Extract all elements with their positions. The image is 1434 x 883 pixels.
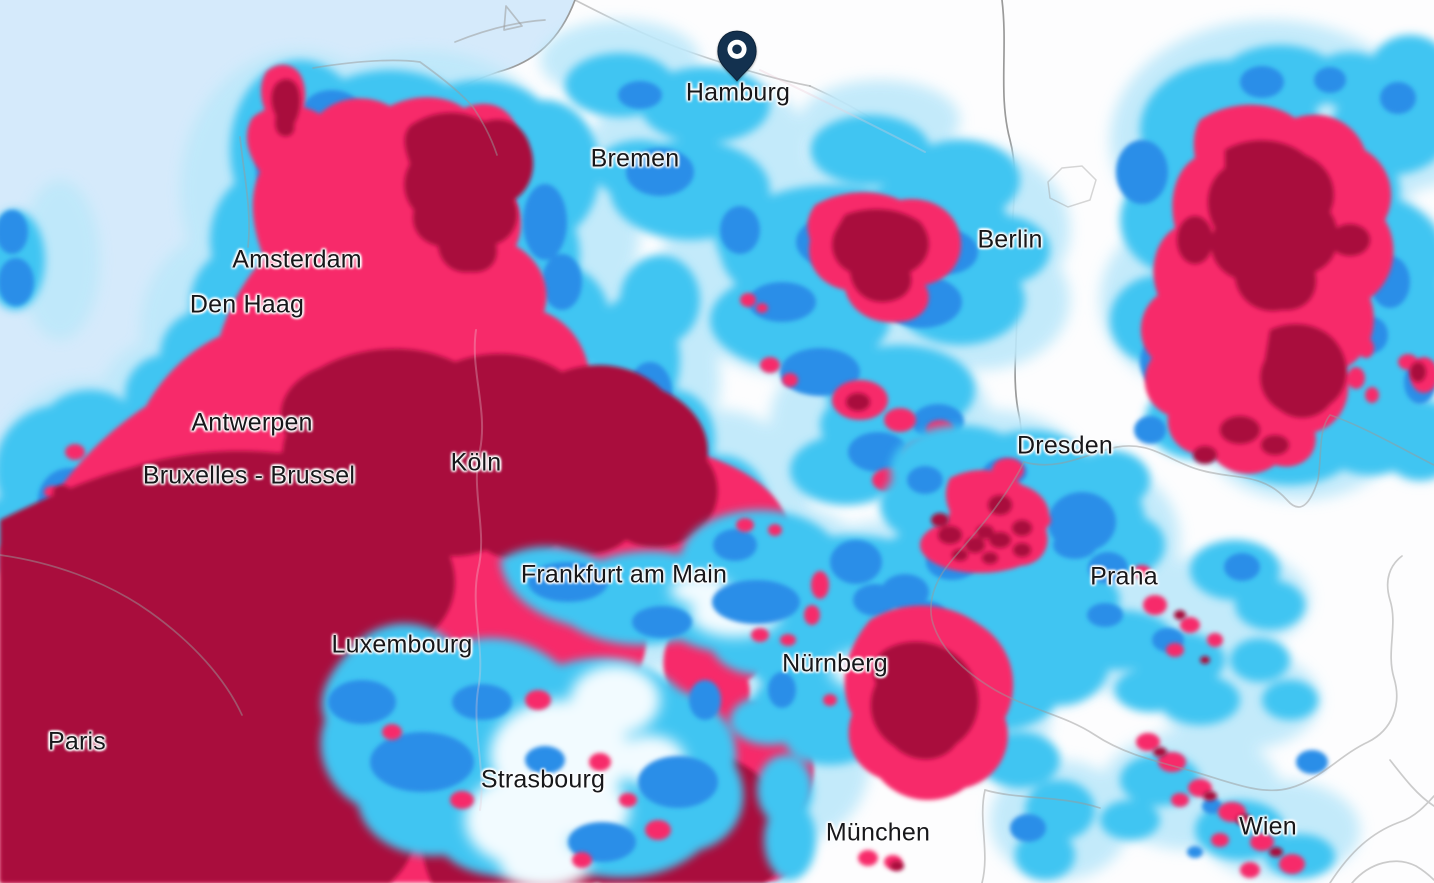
north-sea [0,0,575,552]
location-pin-icon [717,30,757,82]
country-borders-overlay [0,59,1434,883]
radar-top-extreme-cells [870,495,1283,871]
location-pin[interactable] [715,28,759,84]
